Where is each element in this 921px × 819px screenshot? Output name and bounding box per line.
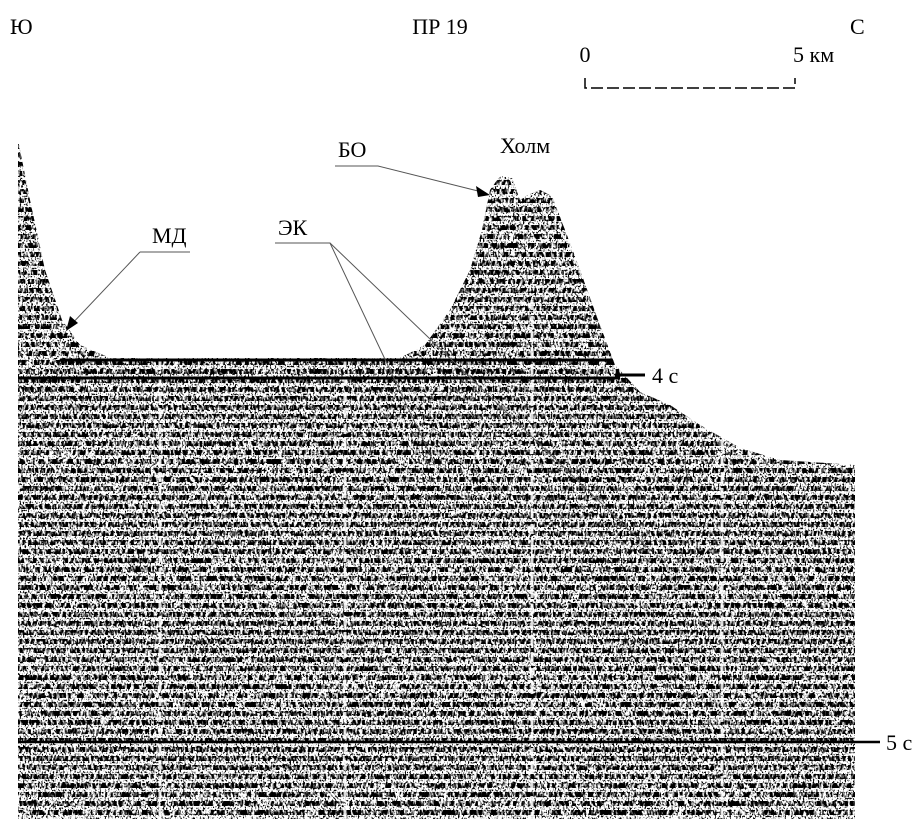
direction-south: Ю [10,14,33,39]
time-label-4s: 4 с [652,363,679,388]
leader-lines [67,165,651,551]
label-md: МД [152,223,187,248]
profile-title: ПР 19 [412,14,468,39]
time-label-5s: 5 с [886,730,913,755]
label-bo: БО [338,137,366,162]
direction-north: С [850,14,865,39]
scale-end: 5 км [793,42,834,67]
seismic-section [18,140,855,819]
scale-bar [584,78,796,89]
arrowheads [66,186,490,331]
label-ek: ЭК [278,215,308,240]
label-hill: Холм [500,133,550,158]
scale-start: 0 [580,42,591,67]
